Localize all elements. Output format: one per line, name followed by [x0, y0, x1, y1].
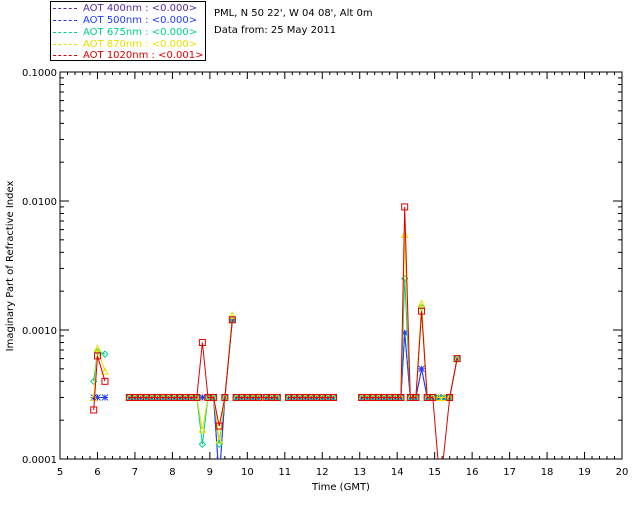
x-tick-label: 8 [169, 467, 175, 478]
y-tick-label: 0.0010 [22, 326, 57, 337]
series-line [129, 315, 233, 441]
x-tick-label: 6 [94, 467, 100, 478]
data-point [101, 367, 109, 375]
site-info: PML, N 50 22', W 04 08', Alt 0m [214, 8, 373, 19]
legend-entry: AOT 1020nm : <0.001> [53, 50, 203, 62]
x-tick-label: 20 [616, 467, 629, 478]
data-point [93, 344, 102, 352]
plot-frame [59, 71, 623, 460]
x-tick-label: 13 [353, 467, 366, 478]
data-point [215, 436, 224, 444]
data-point [232, 394, 240, 401]
data-point [273, 394, 281, 401]
x-tick-label: 9 [207, 467, 213, 478]
legend-label: AOT 500nm : <0.000> [83, 15, 198, 26]
legend-swatch [53, 31, 77, 33]
x-tick-label: 11 [278, 467, 291, 478]
x-tick-label: 18 [541, 467, 554, 478]
data-point [94, 394, 101, 401]
series-line [93, 348, 106, 398]
data-point [198, 339, 206, 347]
data-point [397, 393, 405, 401]
data-point [198, 440, 207, 449]
series-group [90, 203, 461, 491]
legend-label: AOT 675nm : <0.000> [83, 27, 198, 38]
y-axis-label: Imaginary Part of Refractive Index [5, 181, 16, 352]
data-point [400, 230, 409, 238]
y-tick-label: 0.1000 [22, 68, 57, 79]
data-point [101, 394, 109, 401]
data-point [93, 352, 101, 360]
y-tick-label: 0.0001 [22, 455, 57, 466]
x-tick-label: 10 [241, 467, 254, 478]
x-tick-label: 19 [578, 467, 591, 478]
series-line [129, 319, 233, 427]
data-point [216, 476, 222, 482]
legend: AOT 400nm : <0.000> AOT 500nm : <0.000> … [50, 1, 206, 61]
data-point [417, 299, 426, 308]
x-tick-label: 7 [132, 467, 138, 478]
data-point [446, 393, 454, 401]
data-point [199, 394, 206, 401]
data-point [198, 425, 207, 433]
legend-entry: AOT 870nm : <0.000> [53, 39, 197, 51]
data-point [453, 355, 461, 363]
data-point [401, 329, 409, 337]
x-tick-label: 16 [466, 467, 479, 478]
x-tick-label: 14 [391, 467, 404, 478]
legend-entry: AOT 400nm : <0.000> [53, 3, 197, 15]
data-point [273, 393, 281, 401]
data-point [330, 394, 337, 401]
series-line [361, 206, 458, 459]
data-point [221, 393, 229, 401]
data-point [440, 393, 448, 401]
data-point [228, 311, 237, 319]
data-point [401, 203, 409, 211]
data-point [429, 393, 437, 401]
data-point [330, 393, 338, 401]
x-tick-label: 5 [57, 467, 63, 478]
data-point [437, 485, 443, 491]
legend-entry: AOT 675nm : <0.000> [53, 27, 197, 39]
legend-label: AOT 1020nm : <0.001> [83, 50, 204, 61]
x-tick-label: 12 [316, 467, 329, 478]
legend-label: AOT 400nm : <0.000> [83, 3, 198, 14]
data-point [434, 393, 443, 401]
legend-swatch [53, 19, 77, 21]
series-group [90, 274, 461, 449]
data-point [101, 350, 109, 358]
series-line [93, 355, 106, 411]
legend-swatch [53, 54, 77, 56]
series-layer [89, 203, 461, 491]
legend-label: AOT 870nm : <0.000> [83, 39, 198, 50]
x-tick-label: 17 [503, 467, 516, 478]
data-point [101, 377, 109, 385]
data-point [412, 393, 420, 401]
y-tick-label: 0.0100 [22, 197, 57, 208]
data-point [418, 365, 425, 373]
data-point [215, 422, 223, 430]
legend-swatch [53, 43, 77, 45]
data-point [418, 307, 426, 315]
x-axis-label: Time (GMT) [311, 482, 370, 493]
x-tick-label: 15 [428, 467, 441, 478]
data-point [193, 393, 201, 401]
date-info: Data from: 25 May 2011 [214, 25, 337, 36]
data-point [90, 406, 98, 414]
data-point [216, 476, 222, 482]
legend-entry: AOT 500nm : <0.000> [53, 15, 197, 27]
axis-ticks: 5 6 7 8 9 10 11 12 13 14 15 16 17 18 19 20 0.0001 0.0010 0… [22, 68, 628, 478]
data-point [210, 393, 218, 401]
legend-swatch [53, 7, 77, 9]
data-point [228, 316, 236, 324]
data-point [89, 393, 98, 401]
data-point [255, 393, 263, 401]
